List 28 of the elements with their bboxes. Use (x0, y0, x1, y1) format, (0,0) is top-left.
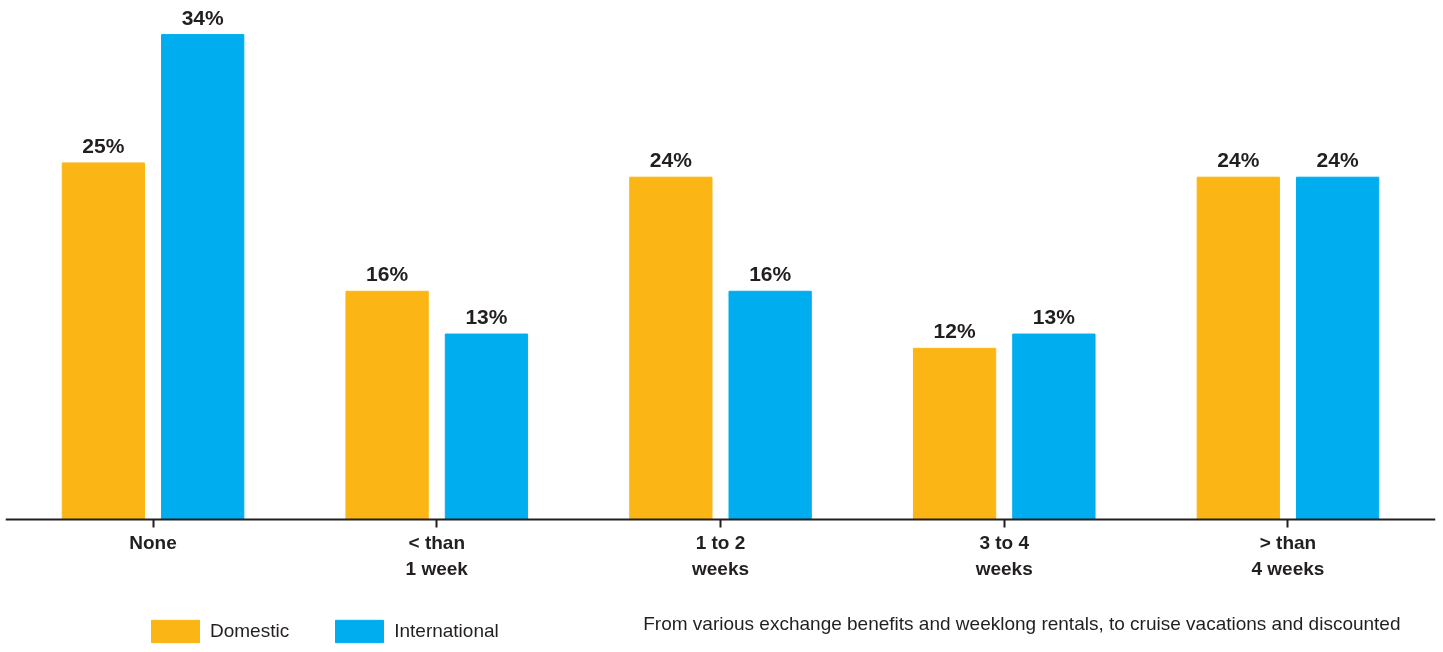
x-tick-label: 3 to 4 weeks (974, 532, 1033, 579)
x-tick-label: 1 to 2 weeks (690, 532, 750, 579)
legend-label: Domestic (210, 620, 290, 642)
bar (444, 333, 529, 520)
bar (728, 290, 812, 520)
data-label: 25% (82, 133, 125, 157)
bar (345, 290, 429, 520)
bar (1012, 333, 1096, 520)
bar (629, 176, 713, 520)
data-label: 24% (1316, 148, 1359, 172)
data-label: 24% (649, 148, 693, 172)
data-label: 16% (366, 262, 409, 286)
bar (61, 162, 146, 520)
x-tick-label: > than 4 weeks (1251, 532, 1325, 579)
data-label: 12% (933, 319, 976, 343)
data-label: 24% (1217, 148, 1260, 172)
legend-label: International (394, 620, 499, 642)
bar (161, 34, 245, 520)
text: From various exchange benefits and weeklong rentals, to cruise vacations and discounted (643, 612, 1401, 634)
x-tick-label: < than 1 week (405, 532, 469, 579)
data-label: 13% (465, 305, 508, 329)
x-tick-label: None (129, 532, 177, 554)
data-label: 34% (181, 5, 225, 29)
bar (1196, 176, 1280, 520)
bar (1295, 176, 1380, 520)
data-label: 13% (1032, 305, 1076, 329)
data-label: 16% (749, 262, 792, 286)
bar (912, 347, 997, 520)
